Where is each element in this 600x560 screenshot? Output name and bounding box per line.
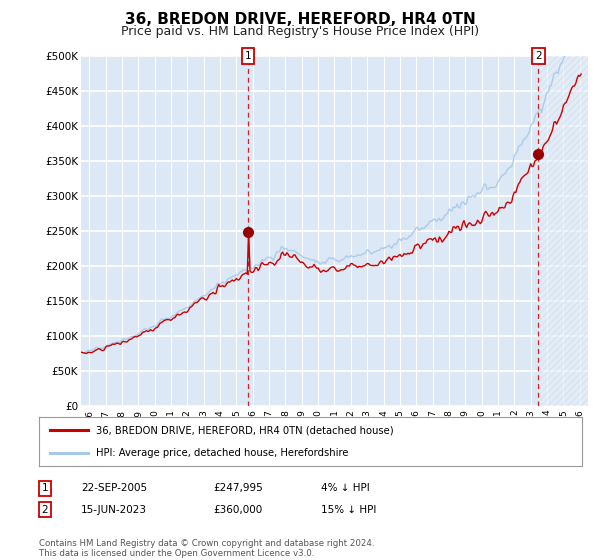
Text: 2: 2 <box>535 51 542 61</box>
Text: £247,995: £247,995 <box>213 483 263 493</box>
Text: £360,000: £360,000 <box>213 505 262 515</box>
Text: 36, BREDON DRIVE, HEREFORD, HR4 0TN: 36, BREDON DRIVE, HEREFORD, HR4 0TN <box>125 12 475 27</box>
Bar <box>538 56 588 406</box>
Text: 4% ↓ HPI: 4% ↓ HPI <box>321 483 370 493</box>
Text: Contains HM Land Registry data © Crown copyright and database right 2024.
This d: Contains HM Land Registry data © Crown c… <box>39 539 374 558</box>
Text: 15% ↓ HPI: 15% ↓ HPI <box>321 505 376 515</box>
Text: Price paid vs. HM Land Registry's House Price Index (HPI): Price paid vs. HM Land Registry's House … <box>121 25 479 38</box>
Text: 36, BREDON DRIVE, HEREFORD, HR4 0TN (detached house): 36, BREDON DRIVE, HEREFORD, HR4 0TN (det… <box>96 426 394 436</box>
Text: HPI: Average price, detached house, Herefordshire: HPI: Average price, detached house, Here… <box>96 448 349 458</box>
Text: 22-SEP-2005: 22-SEP-2005 <box>81 483 147 493</box>
Text: 1: 1 <box>41 483 49 493</box>
Bar <box>538 56 588 406</box>
Text: 2: 2 <box>41 505 49 515</box>
Text: 15-JUN-2023: 15-JUN-2023 <box>81 505 147 515</box>
Text: 1: 1 <box>245 51 251 61</box>
